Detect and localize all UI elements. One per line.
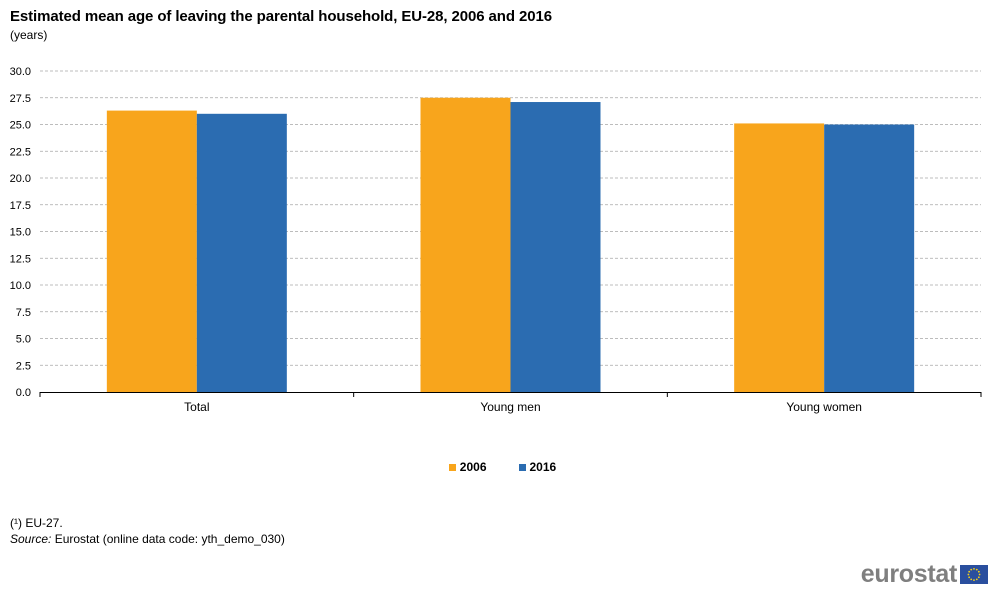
legend-item-2006: 2006: [448, 460, 487, 474]
flag-star: [977, 570, 980, 573]
legend-label-2006: 2006: [459, 460, 487, 474]
flag-star: [970, 578, 973, 581]
legend-swatch-2006: [448, 463, 456, 471]
x-tick-label: Total: [184, 400, 209, 414]
y-tick-label: 7.5: [16, 307, 31, 319]
source-text: Eurostat (online data code: yth_demo_030…: [54, 532, 285, 546]
y-tick-label: 25.0: [10, 120, 31, 132]
flag-star: [978, 573, 981, 576]
legend-item-2016: 2016: [518, 460, 557, 474]
flag-star: [970, 568, 973, 571]
source-label: Source:: [10, 532, 52, 546]
y-tick-label: 17.5: [10, 200, 31, 212]
flag-background: [960, 565, 988, 584]
chart-subtitle: (years): [10, 28, 48, 42]
logo-text: eurostat: [860, 560, 958, 588]
legend: 2006 2016: [0, 460, 1005, 474]
y-tick-label: 12.5: [10, 253, 31, 265]
footnote: (¹) EU-27.: [10, 516, 63, 530]
flag-star: [975, 568, 978, 571]
x-tick-label: Young women: [786, 400, 862, 414]
bar-2006-young-men: [420, 97, 511, 392]
y-tick-label: 22.5: [10, 146, 31, 158]
eurostat-logo: eurostat: [861, 560, 988, 589]
legend-label-2016: 2016: [529, 460, 557, 474]
x-tick-label: Young men: [480, 400, 540, 414]
bar-2016-young-women: [824, 124, 915, 392]
chart-title: Estimated mean age of leaving the parent…: [10, 8, 552, 25]
flag-star: [973, 568, 975, 570]
y-tick-label: 15.0: [10, 227, 31, 239]
flag-star: [968, 576, 971, 579]
y-tick-label: 30.0: [10, 66, 31, 78]
y-tick-label: 0.0: [16, 387, 31, 399]
flag-star: [967, 573, 970, 576]
bar-2016-young-men: [510, 102, 601, 392]
flag-star: [975, 578, 978, 581]
y-tick-label: 20.0: [10, 173, 31, 185]
source-line: Source: Eurostat (online data code: yth_…: [10, 532, 285, 546]
flag-star: [968, 570, 971, 573]
y-tick-label: 2.5: [16, 360, 31, 372]
y-tick-label: 27.5: [10, 93, 31, 105]
flag-star: [973, 579, 975, 581]
flag-star: [977, 576, 980, 579]
bar-2016-total: [196, 113, 287, 393]
y-tick-label: 10.0: [10, 280, 31, 292]
legend-swatch-2016: [518, 463, 526, 471]
bar-2006-total: [106, 110, 197, 392]
y-tick-label: 5.0: [16, 334, 31, 346]
eu-flag-icon: [960, 565, 988, 584]
bar-2006-young-women: [734, 123, 825, 393]
